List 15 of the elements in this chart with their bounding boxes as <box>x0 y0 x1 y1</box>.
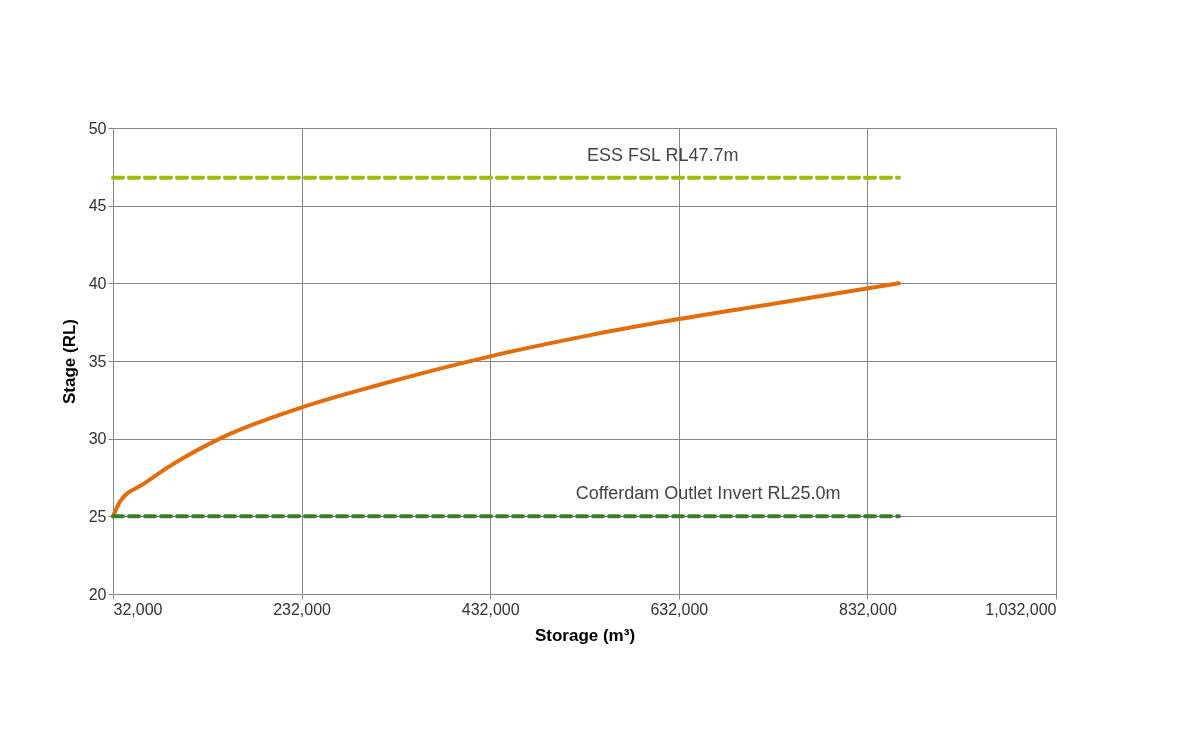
x-tick-label: 632,000 <box>650 600 709 618</box>
x-tick-label: 32,000 <box>113 600 163 618</box>
y-tick-label: 40 <box>88 274 107 292</box>
x-tick-label: 832,000 <box>838 600 897 618</box>
y-tick-label: 50 <box>88 119 107 137</box>
x-tick-label: 232,000 <box>273 600 332 618</box>
x-tick-label: 1,032,000 <box>985 600 1057 618</box>
y-tick-label: 35 <box>88 352 107 370</box>
y-tick-label: 20 <box>88 585 107 603</box>
x-axis-title: Storage (m³) <box>534 625 636 645</box>
y-tick-label: 45 <box>88 197 107 215</box>
x-tick-label: 432,000 <box>461 600 520 618</box>
y-tick-label: 25 <box>88 507 107 525</box>
y-axis-title: Stage (RL) <box>59 319 79 404</box>
y-tick-label: 30 <box>88 430 107 448</box>
